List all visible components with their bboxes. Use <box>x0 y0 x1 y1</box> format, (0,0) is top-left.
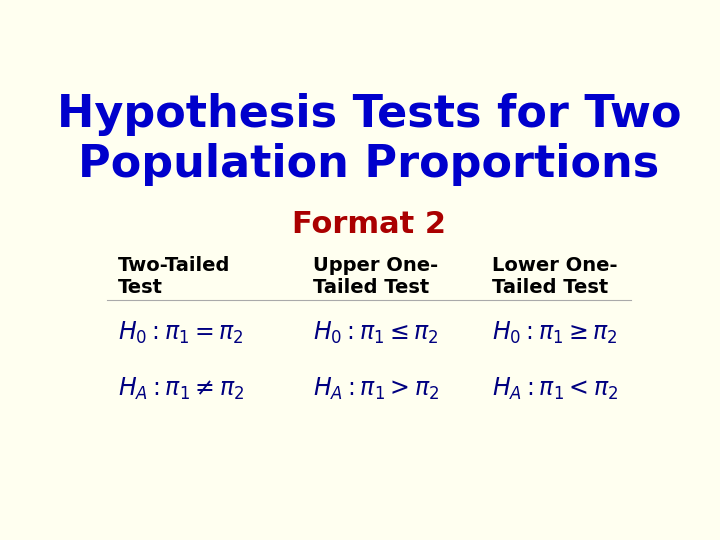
Text: Format 2: Format 2 <box>292 211 446 239</box>
Text: Lower One-
Tailed Test: Lower One- Tailed Test <box>492 256 617 298</box>
Text: Two-Tailed
Test: Two-Tailed Test <box>118 256 230 298</box>
Text: $H_0 : \pi_1 \leq \pi_2$: $H_0 : \pi_1 \leq \pi_2$ <box>313 320 439 346</box>
Text: Hypothesis Tests for Two
Population Proportions: Hypothesis Tests for Two Population Prop… <box>57 93 681 186</box>
Text: $H_A : \pi_1 \neq \pi_2$: $H_A : \pi_1 \neq \pi_2$ <box>118 376 244 402</box>
Text: $H_0 : \pi_1 \geq \pi_2$: $H_0 : \pi_1 \geq \pi_2$ <box>492 320 618 346</box>
Text: $H_A : \pi_1 < \pi_2$: $H_A : \pi_1 < \pi_2$ <box>492 376 618 402</box>
Text: Upper One-
Tailed Test: Upper One- Tailed Test <box>313 256 438 298</box>
Text: $H_A : \pi_1 > \pi_2$: $H_A : \pi_1 > \pi_2$ <box>313 376 440 402</box>
Text: $H_0 : \pi_1 = \pi_2$: $H_0 : \pi_1 = \pi_2$ <box>118 320 243 346</box>
